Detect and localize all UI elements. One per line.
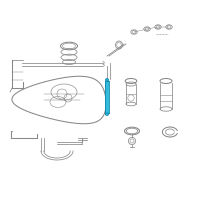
Ellipse shape — [105, 113, 109, 115]
Ellipse shape — [105, 79, 109, 81]
Bar — [105, 81, 109, 113]
